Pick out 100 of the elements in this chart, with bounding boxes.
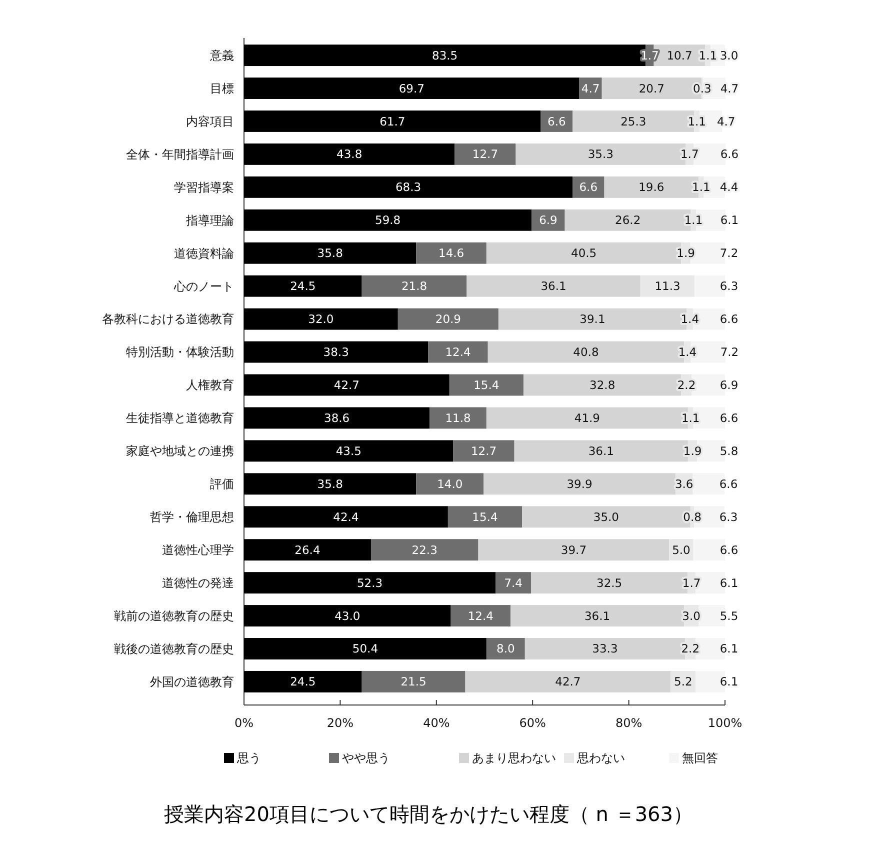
data-label: 6.9 bbox=[720, 378, 738, 392]
data-label: 10.7 bbox=[666, 48, 692, 62]
data-label: 5.2 bbox=[674, 674, 692, 689]
data-label: 42.7 bbox=[555, 674, 581, 689]
data-label: 35.0 bbox=[593, 510, 619, 524]
data-label: 36.1 bbox=[540, 279, 566, 294]
data-label: 32.8 bbox=[590, 378, 616, 392]
data-label: 0.3 bbox=[693, 81, 712, 96]
data-label: 42.4 bbox=[333, 510, 359, 524]
y-tick-label: 評価 bbox=[210, 477, 234, 492]
data-label: 83.5 bbox=[432, 48, 458, 62]
data-label: 59.8 bbox=[375, 213, 401, 228]
data-label: 12.4 bbox=[445, 345, 471, 360]
data-label: 6.9 bbox=[539, 213, 558, 228]
data-label: 11.3 bbox=[654, 279, 680, 294]
data-label: 14.6 bbox=[438, 246, 464, 260]
y-tick-label: 各教科における道徳教育 bbox=[102, 312, 234, 326]
data-label: 38.3 bbox=[323, 345, 349, 360]
y-tick-label: 道徳資料論 bbox=[174, 246, 234, 260]
data-label: 12.7 bbox=[472, 147, 498, 162]
data-label: 41.9 bbox=[574, 410, 600, 425]
data-label: 6.1 bbox=[720, 576, 738, 590]
data-label: 1.4 bbox=[678, 345, 697, 360]
y-tick-label: 目標 bbox=[210, 81, 234, 96]
data-label: 1.1 bbox=[684, 213, 703, 228]
data-label: 39.7 bbox=[560, 542, 587, 557]
y-tick-label: 戦後の道徳教育の歴史 bbox=[114, 642, 234, 656]
y-tick-label: 道徳性の発達 bbox=[162, 576, 234, 590]
data-label: 6.6 bbox=[719, 476, 738, 491]
data-label: 43.5 bbox=[336, 444, 362, 458]
data-label: 6.6 bbox=[720, 147, 739, 162]
data-label: 38.6 bbox=[324, 410, 350, 425]
data-label: 52.3 bbox=[356, 576, 383, 590]
data-label: 6.3 bbox=[719, 510, 738, 524]
data-label: 35.3 bbox=[588, 147, 614, 162]
data-label: 1.9 bbox=[683, 444, 702, 458]
data-label: 12.7 bbox=[470, 444, 497, 458]
data-label: 1.1 bbox=[681, 410, 700, 425]
data-label: 14.0 bbox=[437, 476, 463, 491]
data-label: 50.4 bbox=[352, 642, 378, 656]
data-label: 6.1 bbox=[720, 213, 739, 228]
legend-label: 思う bbox=[236, 751, 261, 766]
data-label: 21.5 bbox=[400, 674, 426, 689]
data-label: 35.8 bbox=[317, 246, 343, 260]
data-label: 6.6 bbox=[548, 114, 566, 128]
data-label: 6.6 bbox=[720, 410, 738, 425]
data-label: 20.7 bbox=[638, 81, 664, 96]
data-label: 1.9 bbox=[676, 246, 695, 260]
data-label: 4.4 bbox=[720, 180, 738, 194]
text: 授業内容20項目について時間をかけたい程度（ n ＝363） bbox=[164, 802, 694, 826]
legend-label: 無回答 bbox=[682, 751, 718, 766]
data-label: 39.1 bbox=[580, 312, 606, 326]
data-label: 40.5 bbox=[571, 246, 597, 260]
data-label: 4.7 bbox=[581, 81, 600, 96]
data-label: 2.2 bbox=[677, 378, 696, 392]
data-label: 7.4 bbox=[504, 576, 523, 590]
data-label: 26.2 bbox=[615, 213, 641, 228]
data-label: 5.8 bbox=[720, 444, 738, 458]
data-label: 69.7 bbox=[398, 81, 424, 96]
data-label: 68.3 bbox=[395, 180, 422, 194]
data-label: 15.4 bbox=[472, 510, 498, 524]
y-tick-label: 道徳性心理学 bbox=[162, 543, 234, 558]
data-label: 1.1 bbox=[698, 48, 718, 62]
data-label: 5.0 bbox=[672, 542, 690, 557]
y-tick-label: 指導理論 bbox=[185, 213, 234, 228]
data-label: 35.8 bbox=[317, 476, 343, 491]
data-label: 4.7 bbox=[716, 114, 736, 128]
y-tick-label: 全体・年間指導計画 bbox=[126, 147, 234, 162]
y-tick-label: 心のノート bbox=[173, 279, 234, 294]
legend-label: やや思う bbox=[342, 751, 390, 766]
data-label: 32.0 bbox=[308, 312, 334, 326]
x-tick-label: 60% bbox=[519, 716, 546, 730]
x-tick-label: 40% bbox=[423, 716, 450, 730]
data-label: 61.7 bbox=[380, 114, 406, 128]
data-label: 43.0 bbox=[334, 608, 360, 623]
y-tick-label: 家庭や地域との連携 bbox=[126, 444, 234, 458]
data-label: 26.4 bbox=[294, 542, 320, 557]
data-label: 39.9 bbox=[566, 476, 592, 491]
x-tick-label: 0% bbox=[234, 716, 254, 730]
data-label: 12.4 bbox=[468, 608, 494, 623]
data-label: 1.1 bbox=[692, 180, 710, 194]
data-label: 4.7 bbox=[720, 81, 739, 96]
data-label: 40.8 bbox=[573, 345, 599, 360]
legend-label: 思わない bbox=[576, 751, 625, 766]
data-label: 25.3 bbox=[620, 114, 646, 128]
y-tick-label: 意義 bbox=[209, 48, 234, 63]
data-label: 36.1 bbox=[584, 608, 610, 623]
y-tick-label: 戦前の道徳教育の歴史 bbox=[114, 608, 234, 623]
y-tick-label: 特別活動・体験活動 bbox=[126, 345, 234, 360]
x-tick-label: 80% bbox=[615, 716, 642, 730]
y-tick-label: 内容項目 bbox=[186, 114, 234, 128]
y-tick-label: 哲学・倫理思想 bbox=[150, 510, 234, 524]
data-label: 7.2 bbox=[720, 246, 738, 260]
data-label: 21.8 bbox=[401, 279, 428, 294]
y-tick-label: 学習指導案 bbox=[174, 180, 234, 194]
x-tick-label: 100% bbox=[708, 716, 742, 730]
data-label: 15.4 bbox=[474, 378, 500, 392]
data-label: 6.1 bbox=[720, 674, 738, 689]
data-label: 6.1 bbox=[720, 642, 738, 656]
data-label: 36.1 bbox=[588, 444, 614, 458]
